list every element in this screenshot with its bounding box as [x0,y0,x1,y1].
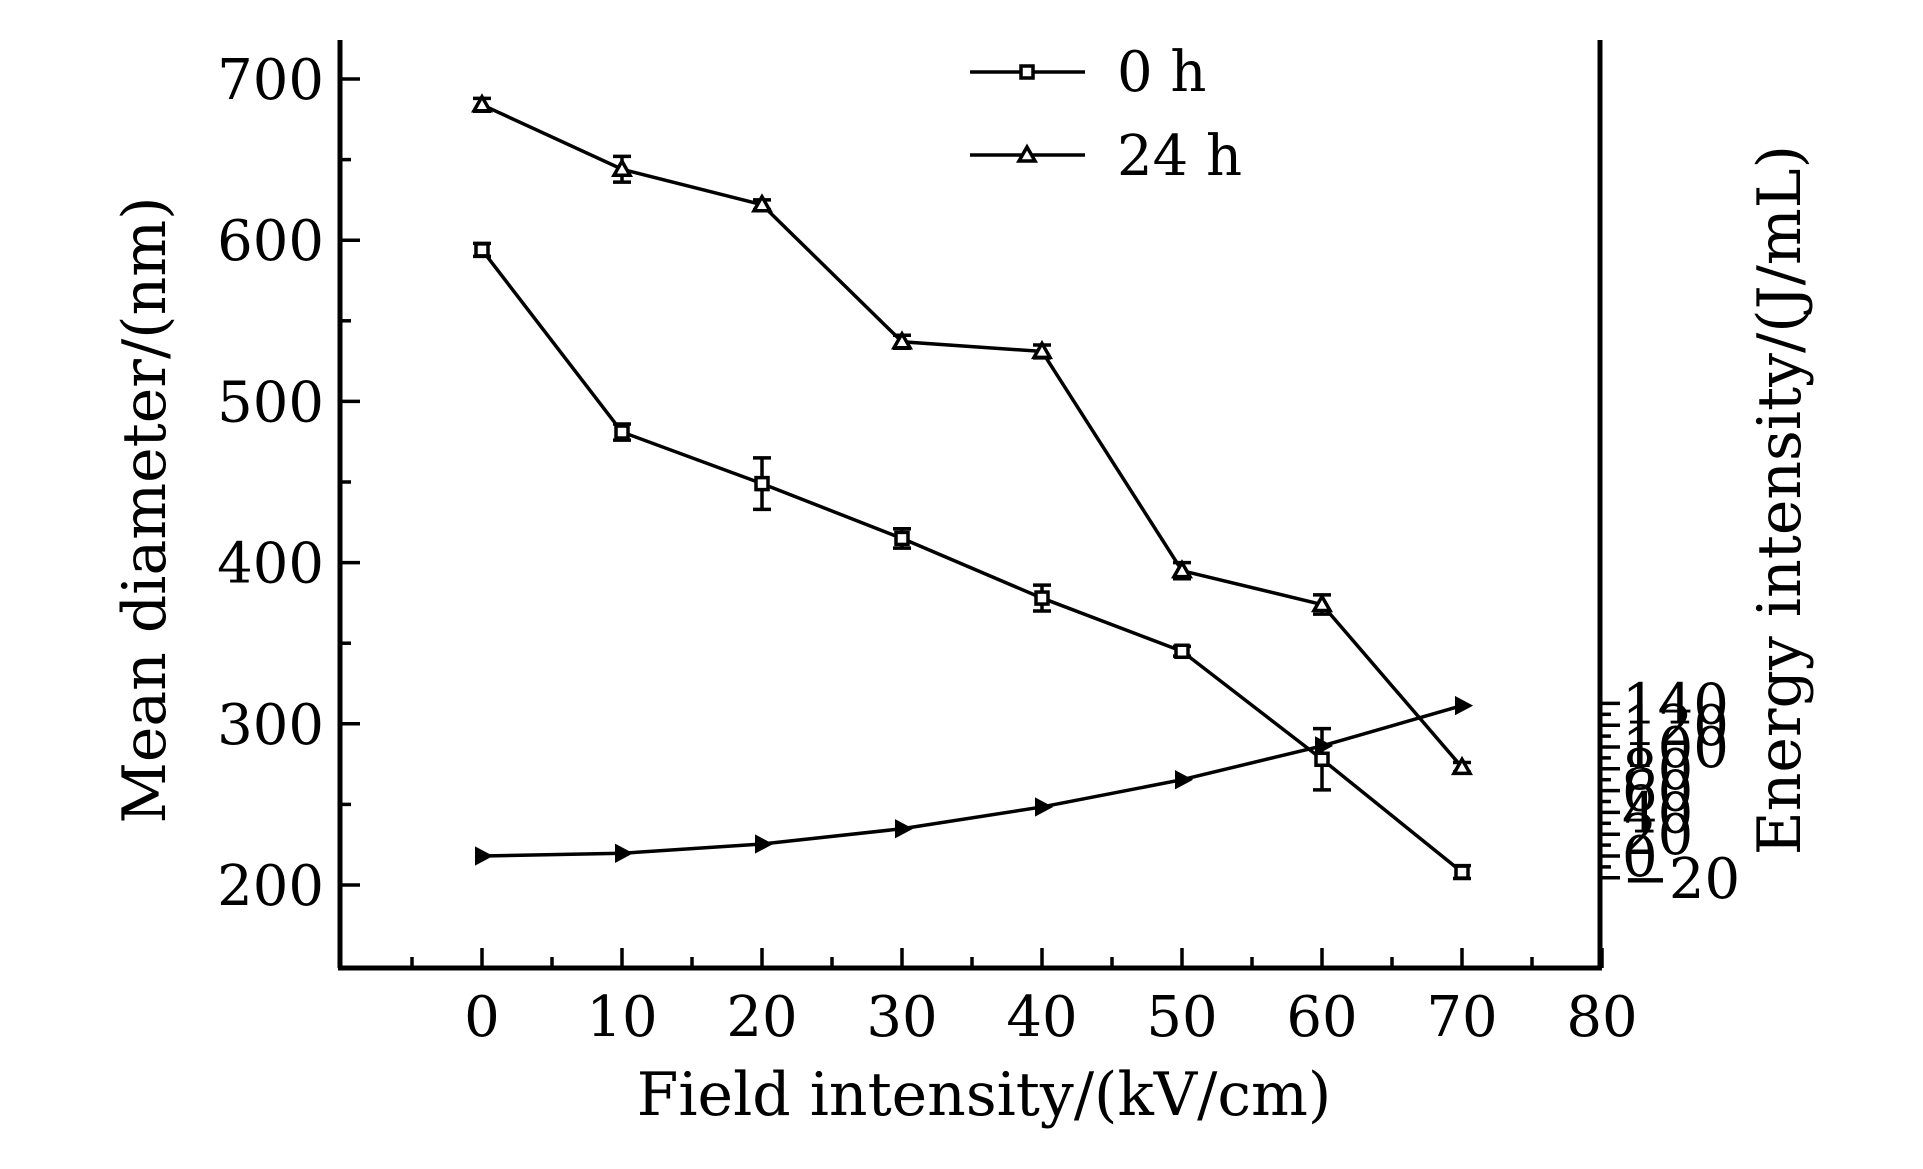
data-point-triangle [470,93,494,113]
right-y-tick-label: 0 [1622,825,1658,890]
right-y-tick-label: 100 [1622,716,1729,781]
data-point-square [894,530,910,547]
series-square [473,241,1471,881]
data-point-square [1314,751,1330,768]
x-tick-label: 0 [464,985,500,1050]
data-point-triangle [1450,755,1474,776]
x-tick-label: 50 [1146,985,1217,1050]
left-y-tick-label: 400 [217,532,324,597]
series-line [481,103,1464,769]
legend-marker-square [1019,64,1035,80]
data-point-square [1454,864,1470,880]
data-point-right-triangle [755,834,774,854]
series-right-triangle [475,695,1474,866]
left-y-ticks: 200 300 400 500 600 700 [217,48,360,919]
series-line [481,703,1463,858]
data-point-triangle [1030,339,1054,360]
data-point-triangle [610,157,634,178]
right-y-tick-label: −20 [1622,847,1740,912]
x-tick-label: 80 [1566,985,1637,1050]
series-line [480,248,1464,874]
data-point-triangle [750,193,774,213]
x-tick-label: 10 [586,985,657,1050]
data-point-right-triangle [475,846,494,866]
data-point-right-triangle [1455,695,1474,716]
left-y-axis-title: Mean diameter/(nm) [110,196,180,823]
data-point-square [614,424,630,440]
data-point-triangle [890,330,914,350]
data-point-right-triangle [1035,797,1054,817]
data-point-square [1174,643,1190,660]
right-y-tick-label: 60 [1622,760,1693,825]
data-point-right-triangle [1315,736,1334,756]
right-y-tick-label: 80 [1622,738,1693,803]
left-y-tick-label: 500 [217,370,324,435]
left-y-tick-label: 700 [217,48,324,113]
data-point-square [474,242,490,258]
series-group [470,93,1474,881]
right-y-axis-title: Energy intensity/(J/mL) [1745,145,1815,855]
right-y-tick-label: 40 [1622,781,1693,846]
left-y-tick-label: 300 [217,693,324,758]
legend-label-0h: 0 h [1117,40,1207,105]
data-point-right-triangle [895,819,914,839]
legend-marker-triangle [1015,143,1039,163]
legend-label-24h: 24 h [1117,124,1242,189]
data-point-square [1034,590,1050,606]
x-tick-label: 70 [1426,985,1497,1050]
x-tick-label: 60 [1286,985,1357,1050]
data-point-square [754,475,770,492]
data-point-right-triangle [615,843,634,863]
x-axis-title: Field intensity/(kV/cm) [637,1060,1332,1130]
right-y-tick-label: 140 [1622,672,1729,737]
data-point-triangle [1310,592,1334,613]
x-tick-label: 20 [726,985,797,1050]
legend: 0 h 24 h [970,40,1242,189]
right-y-tick-label: 120 [1622,694,1729,759]
series-triangle [470,93,1474,776]
x-tick-label: 40 [1006,985,1077,1050]
left-y-tick-label: 600 [217,209,324,274]
data-point-triangle [1170,559,1194,579]
data-point-right-triangle [1175,770,1194,790]
x-ticks: 0 10 20 30 40 50 60 70 80 [410,948,1638,1050]
left-y-tick-label: 200 [217,854,324,919]
right-y-tick-label: 20 [1622,803,1693,868]
x-tick-label: 30 [866,985,937,1050]
axes [337,40,1603,971]
